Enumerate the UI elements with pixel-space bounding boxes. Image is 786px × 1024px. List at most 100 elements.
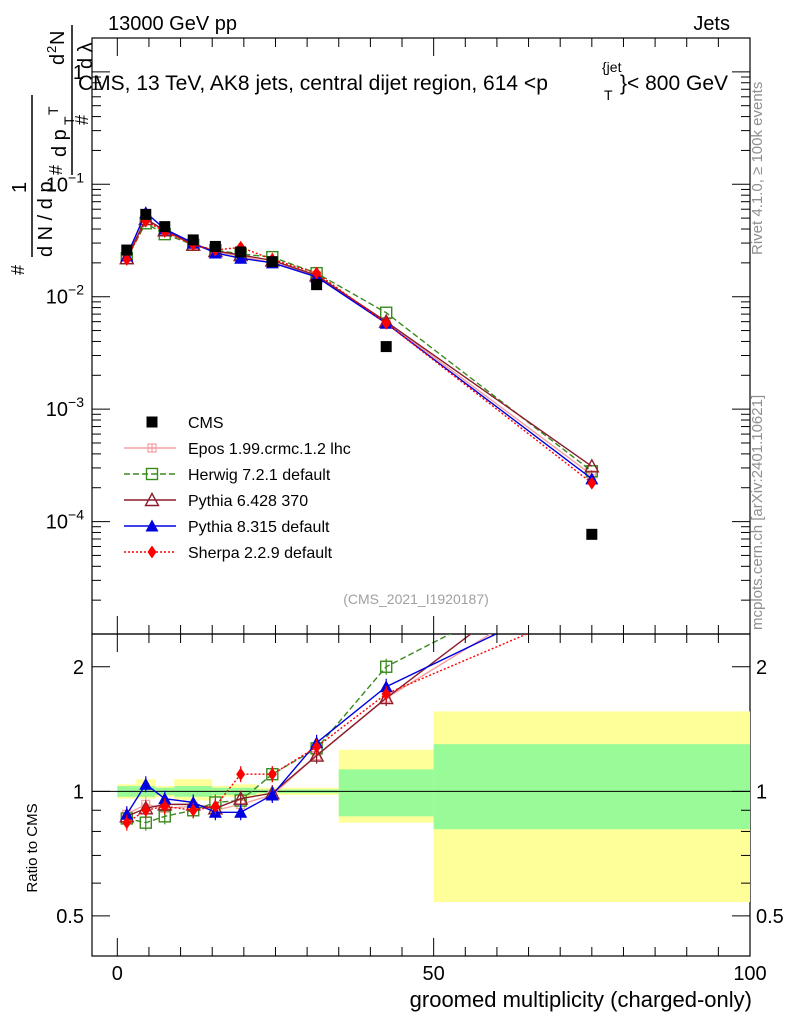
axes-ticks: 110−110−210−310−42 21 10.5 0.50 50 100 [46,37,784,985]
series-line [126,211,593,480]
legend-marker [147,443,157,453]
ratio-y-axis-label: Ratio to CMS [24,803,41,892]
ratio-point [186,795,200,808]
ylabel-sub-t-2: T [61,116,77,125]
legend-label: Epos 1.99.crmc.1.2 lhc [188,441,351,458]
ratio-line [126,634,529,824]
y-tick-label: 10−3 [46,394,84,421]
main-panel-series [119,206,600,540]
ratio-inner-band [433,744,750,830]
data-point [311,279,323,291]
rivet-label: Rivet 4.1.0, ≥ 100k events [749,82,766,255]
ratio-point [265,788,279,801]
ylabel-sup-2: 2 [44,46,59,53]
legend-entry: Sherpa 2.2.9 default [124,545,333,562]
ratio-point [587,600,596,613]
ratio-line [126,634,452,824]
data-point [587,476,597,490]
data-point [381,316,391,330]
data-point [187,234,199,246]
series-line [126,222,593,472]
ylabel-sub-t: T [45,106,61,115]
analysis-watermark: (CMS_2021_I1920187) [343,591,489,607]
data-point [140,208,152,220]
ratio-point [586,556,597,567]
ylabel-left-fraction: #1 d N / d p T [8,95,61,275]
ratio-y-tick-label: 0.5 [56,906,84,928]
legend-marker [144,492,160,507]
plot-title: CMS, 13 TeV, AK8 jets, central dijet reg… [78,72,548,95]
ylabel-dn-dpt: d N / d p [35,181,57,257]
data-point [234,251,248,264]
series-line [126,220,593,484]
data-point [266,256,278,268]
ratio-point [160,799,170,813]
ratio-point [158,792,172,805]
ratio-y-tick-label-right: 1 [756,781,767,803]
legend-marker [147,545,157,559]
y-tick-label: 10−2 [46,282,84,309]
data-point [312,266,322,280]
data-point [121,244,133,256]
ylabel-hash-3: # [72,115,92,125]
legend-label: CMS [188,415,224,432]
ratio-point [381,687,391,701]
data-point [235,246,247,258]
data-point [586,528,598,540]
ratio-y-tick-label: 2 [73,657,84,679]
legend-entry: Pythia 6.428 370 [124,492,308,510]
ratio-point [588,567,596,575]
ratio-inner-band [338,769,434,817]
ratio-y-tick-label-right: 0.5 [756,906,784,928]
title-main: CMS, 13 TeV, AK8 jets, central dijet reg… [78,72,548,95]
ratio-point [120,807,134,820]
x-tick-label: 100 [733,963,766,985]
ratio-series-sherpa [122,600,596,831]
ratio-point [122,816,132,830]
title-subscript: T [604,87,613,103]
beam-label: 13000 GeV pp [108,13,237,35]
data-point [159,221,171,233]
legend-label: Sherpa 2.2.9 default [188,545,333,562]
category-label: Jets [693,13,730,35]
ratio-point [233,790,249,805]
ratio-point [210,799,220,813]
series-cms [121,208,598,540]
ylabel-dpt: d p [49,129,71,157]
legend-label: Pythia 6.428 370 [188,493,308,510]
ratio-line [126,634,498,815]
y-tick-label: 1 [73,62,84,84]
ratio-point [141,803,151,817]
legend: CMS Epos 1.99.crmc.1.2 lhc Herwig 7.2.1 de… [124,415,351,562]
series-herwig [120,217,599,478]
ratio-point [139,777,153,790]
ratio-point [380,660,393,673]
legend-marker [146,416,158,428]
legend-entry: CMS [146,415,224,432]
ylabel-one: 1 [9,182,31,193]
ratio-point [236,767,246,781]
legend-entry: Herwig 7.2.1 default [124,467,331,484]
ratio-y-tick-label-right: 2 [756,657,767,679]
legend-label: Pythia 8.315 default [188,519,330,536]
title-superscript: {jet [602,59,622,75]
ratio-point [188,803,198,817]
y-tick-label: 10−4 [46,507,84,534]
x-tick-label: 0 [112,963,123,985]
ratio-point [312,740,322,754]
data-point [380,341,392,353]
legend-marker [145,467,159,481]
data-point [209,240,221,252]
title-tail: }< 800 GeV [620,72,728,95]
ylabel-n: N [47,31,69,45]
series-line [126,218,593,467]
ylabel-hash: # [8,265,28,275]
ylabel-dlambda: d λ [75,42,97,69]
data-point [584,458,600,473]
ratio-uncertainty-bands [92,711,750,903]
series-line [126,217,593,476]
data-point [122,252,132,266]
